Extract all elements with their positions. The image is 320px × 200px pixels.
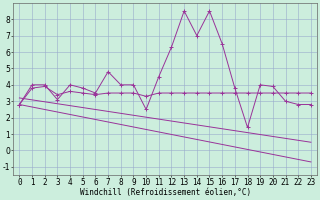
X-axis label: Windchill (Refroidissement éolien,°C): Windchill (Refroidissement éolien,°C)	[80, 188, 251, 197]
